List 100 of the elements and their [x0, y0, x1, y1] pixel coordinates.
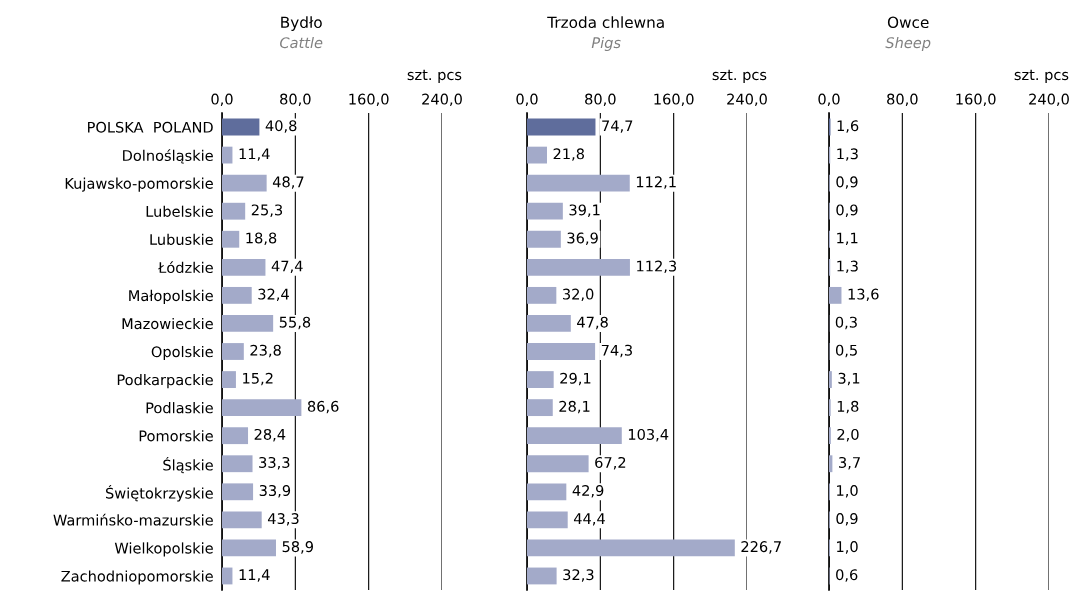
x-tick-label: 80,0 [280, 93, 311, 107]
x-tick-label: 0,0 [211, 93, 233, 107]
bar [829, 286, 842, 304]
y-tick-label: Warmińsko-mazurskie [53, 513, 213, 526]
bar [222, 427, 249, 445]
data-label: 18,8 [246, 232, 277, 245]
bar [222, 511, 262, 529]
y-tick-label: Małopolskie [129, 289, 213, 304]
bar [527, 371, 554, 388]
y-tick-label: Lubelskie [146, 205, 213, 217]
data-label: 3,1 [838, 372, 860, 386]
data-label: 58,9 [282, 541, 313, 554]
data-label: 1,8 [837, 400, 859, 414]
data-label: 21,8 [553, 148, 585, 161]
data-label: 42,9 [572, 484, 604, 498]
x-tick-label: 240,0 [1029, 93, 1069, 107]
data-label: 3,7 [839, 456, 860, 470]
x-axis-title: szt. pcs [712, 69, 767, 83]
data-label: 44,4 [573, 513, 605, 526]
y-tick-label: Dolnośląskie [123, 149, 213, 164]
y-tick-label: Wielkopolskie [114, 542, 213, 557]
bar [222, 202, 246, 220]
bar [222, 174, 267, 192]
data-label: 1,6 [837, 120, 859, 133]
data-label: 74,3 [601, 344, 632, 358]
x-axis-title: szt. pcs [407, 69, 462, 83]
bar [222, 455, 253, 473]
chart-subtitle: Cattle [280, 36, 323, 49]
x-tick-label: 240,0 [422, 93, 462, 107]
data-label: 103,4 [628, 428, 669, 442]
bar [222, 315, 274, 332]
data-label: 28,4 [254, 428, 286, 442]
y-tick-label: Łódzkie [158, 261, 213, 274]
x-tick-label: 80,0 [585, 93, 616, 107]
bar [527, 230, 561, 248]
y-tick-label: POLSKA POLAND [88, 121, 213, 133]
y-tick-label: Opolskie [151, 345, 213, 361]
data-label: 1,0 [837, 541, 858, 554]
y-tick-label: Lubuskie [150, 233, 213, 246]
x-tick-label: 160,0 [956, 93, 996, 107]
data-label: 13,6 [848, 288, 879, 302]
data-label: 11,4 [239, 148, 270, 161]
data-label: 23,8 [250, 344, 281, 358]
data-label: 48,7 [272, 176, 304, 189]
data-label: 40,8 [265, 120, 297, 133]
bar [527, 146, 547, 164]
bar [527, 118, 596, 136]
data-label: 112,1 [636, 176, 676, 189]
data-label: 0,9 [836, 204, 858, 217]
data-label: 33,9 [259, 484, 291, 498]
data-label: 15,2 [243, 372, 273, 386]
bar [527, 539, 735, 557]
bar [527, 315, 571, 332]
bar [527, 567, 557, 585]
x-tick-label: 0,0 [516, 93, 538, 107]
bar [527, 427, 622, 445]
y-tick-label: Mazowieckie [122, 317, 213, 330]
data-label: 36,9 [567, 232, 598, 245]
bar [527, 399, 553, 417]
chart-title: Trzoda chlewna [547, 16, 664, 29]
bar [222, 371, 236, 388]
bar [527, 202, 563, 220]
data-label: 39,1 [569, 204, 600, 217]
bar [527, 483, 567, 501]
bar [527, 174, 630, 192]
data-label: 86,6 [307, 400, 339, 414]
bar [222, 567, 233, 585]
data-label: 2,0 [837, 428, 859, 442]
chart-subtitle: Pigs [591, 36, 621, 51]
data-label: 11,4 [239, 569, 270, 582]
data-label: 32,4 [258, 288, 289, 302]
y-tick-label: Zachodniopomorskie [61, 570, 213, 585]
data-label: 25,3 [251, 204, 283, 217]
data-label: 0,5 [835, 344, 857, 358]
bar [222, 483, 254, 501]
data-label: 55,8 [279, 316, 311, 330]
data-label: 0,6 [836, 569, 858, 582]
bar [222, 146, 233, 164]
y-tick-label: Świętokrzyskie [105, 485, 213, 502]
bar [222, 343, 244, 360]
data-label: 67,2 [595, 456, 626, 470]
bar [222, 539, 276, 557]
data-label: 0,9 [836, 176, 858, 189]
bar [527, 511, 568, 529]
bar [527, 455, 589, 473]
data-label: 43,3 [267, 513, 299, 526]
x-tick-label: 160,0 [349, 93, 389, 107]
bar [829, 371, 832, 388]
data-label: 28,1 [559, 400, 590, 414]
y-tick-label: Podkarpackie [117, 374, 213, 389]
bar [527, 286, 557, 304]
bar [222, 286, 252, 304]
y-tick-label: Pomorskie [139, 430, 213, 442]
bar [527, 343, 596, 360]
data-label: 0,9 [836, 513, 858, 526]
data-label: 226,7 [741, 541, 781, 554]
data-label: 47,8 [577, 316, 608, 330]
data-label: 33,3 [259, 456, 290, 470]
bar [222, 258, 266, 276]
data-label: 1,0 [837, 484, 858, 498]
